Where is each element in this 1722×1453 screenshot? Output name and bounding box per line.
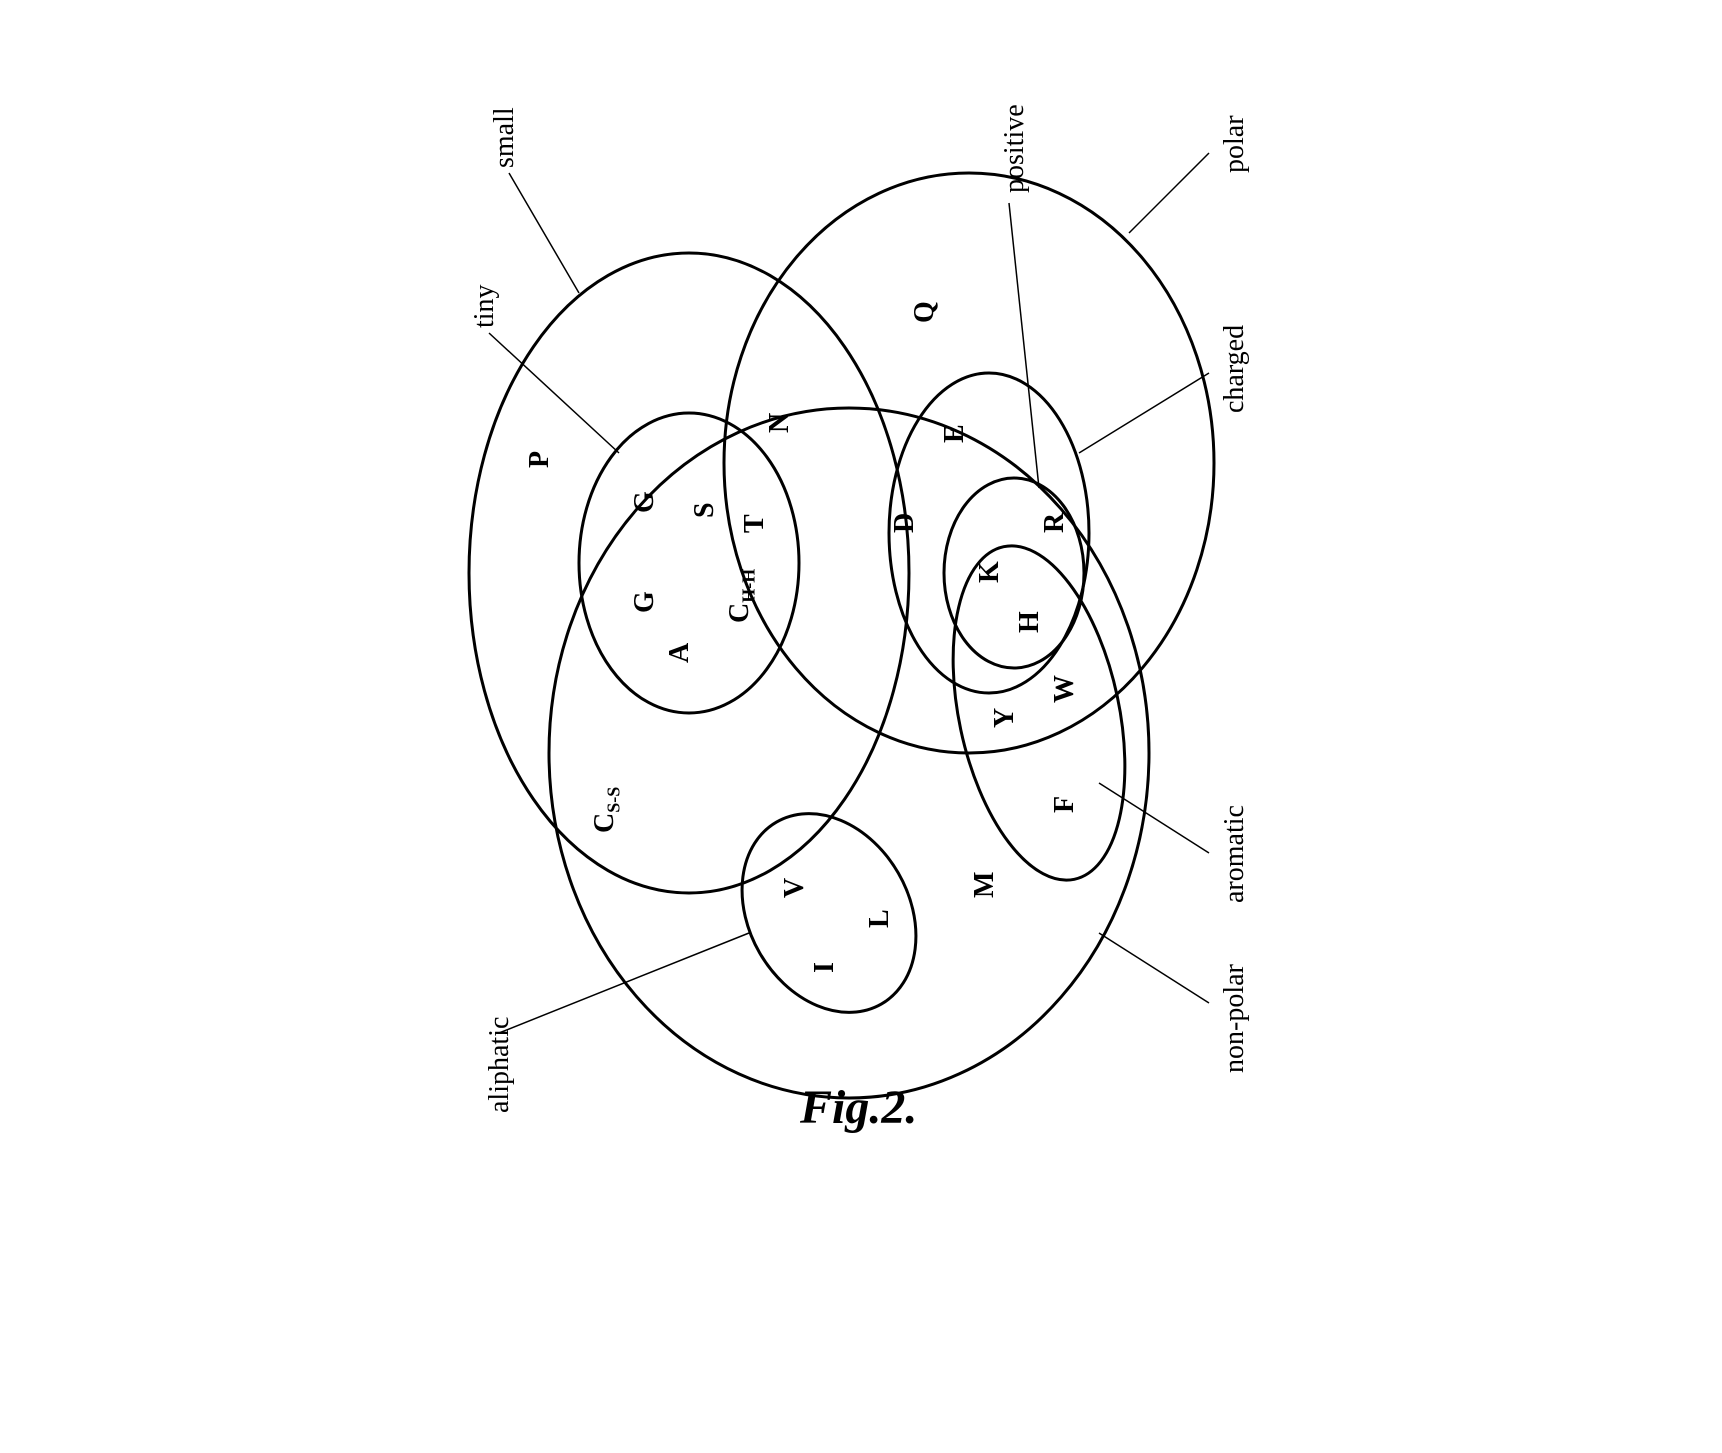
- category-tiny: tiny: [469, 284, 501, 328]
- amino-Q: Q: [909, 301, 941, 323]
- leader-nonpolar: [1099, 933, 1209, 1003]
- leader-aliphatic: [499, 933, 749, 1033]
- amino-V: V: [779, 878, 811, 898]
- amino-C-ss-letter: C: [589, 813, 620, 833]
- amino-N: N: [764, 413, 796, 433]
- amino-M: M: [969, 872, 1001, 898]
- amino-R: R: [1039, 513, 1071, 533]
- amino-Y: Y: [989, 708, 1021, 728]
- ellipse-aromatic: [925, 530, 1152, 896]
- leader-aromatic: [1099, 783, 1209, 853]
- amino-T: T: [739, 514, 771, 533]
- venn-svg: [269, 0, 1453, 1453]
- leader-small: [509, 173, 579, 293]
- amino-C-hh-sub: H-H: [739, 569, 759, 603]
- diagram-stage: P CS-S A G G CH-H S T N D E Q K R H Y W …: [269, 0, 1453, 1453]
- amino-C-hh-letter: C: [724, 603, 755, 623]
- amino-I: I: [809, 962, 841, 973]
- ellipse-tiny: [579, 413, 799, 713]
- leader-positive: [1009, 203, 1039, 488]
- amino-D: D: [889, 513, 921, 533]
- amino-C-ss-sub: S-S: [604, 787, 624, 813]
- amino-A: A: [664, 643, 696, 663]
- amino-F: F: [1049, 796, 1081, 813]
- amino-G-left: G: [629, 591, 661, 613]
- category-nonpolar: non-polar: [1219, 964, 1251, 1073]
- ellipse-positive: [944, 478, 1084, 668]
- amino-K: K: [974, 561, 1006, 583]
- amino-E: E: [939, 424, 971, 443]
- category-aromatic: aromatic: [1219, 805, 1251, 903]
- amino-H: H: [1014, 611, 1046, 633]
- amino-S: S: [689, 502, 721, 518]
- amino-G-right: G: [629, 491, 661, 513]
- figure-caption: Fig.2.: [800, 1080, 917, 1135]
- leader-charged: [1079, 373, 1209, 453]
- leader-polar: [1129, 153, 1209, 233]
- ellipse-small: [469, 253, 909, 893]
- category-aliphatic: aliphatic: [484, 1017, 516, 1113]
- amino-P: P: [524, 451, 556, 468]
- amino-W: W: [1049, 675, 1081, 703]
- category-polar: polar: [1219, 115, 1251, 173]
- category-small: small: [489, 107, 521, 168]
- amino-C-ss: CS-S: [589, 787, 625, 833]
- category-positive: positive: [999, 104, 1031, 193]
- amino-C-hh: CH-H: [724, 569, 760, 623]
- amino-L: L: [864, 909, 896, 928]
- category-charged: charged: [1219, 325, 1251, 413]
